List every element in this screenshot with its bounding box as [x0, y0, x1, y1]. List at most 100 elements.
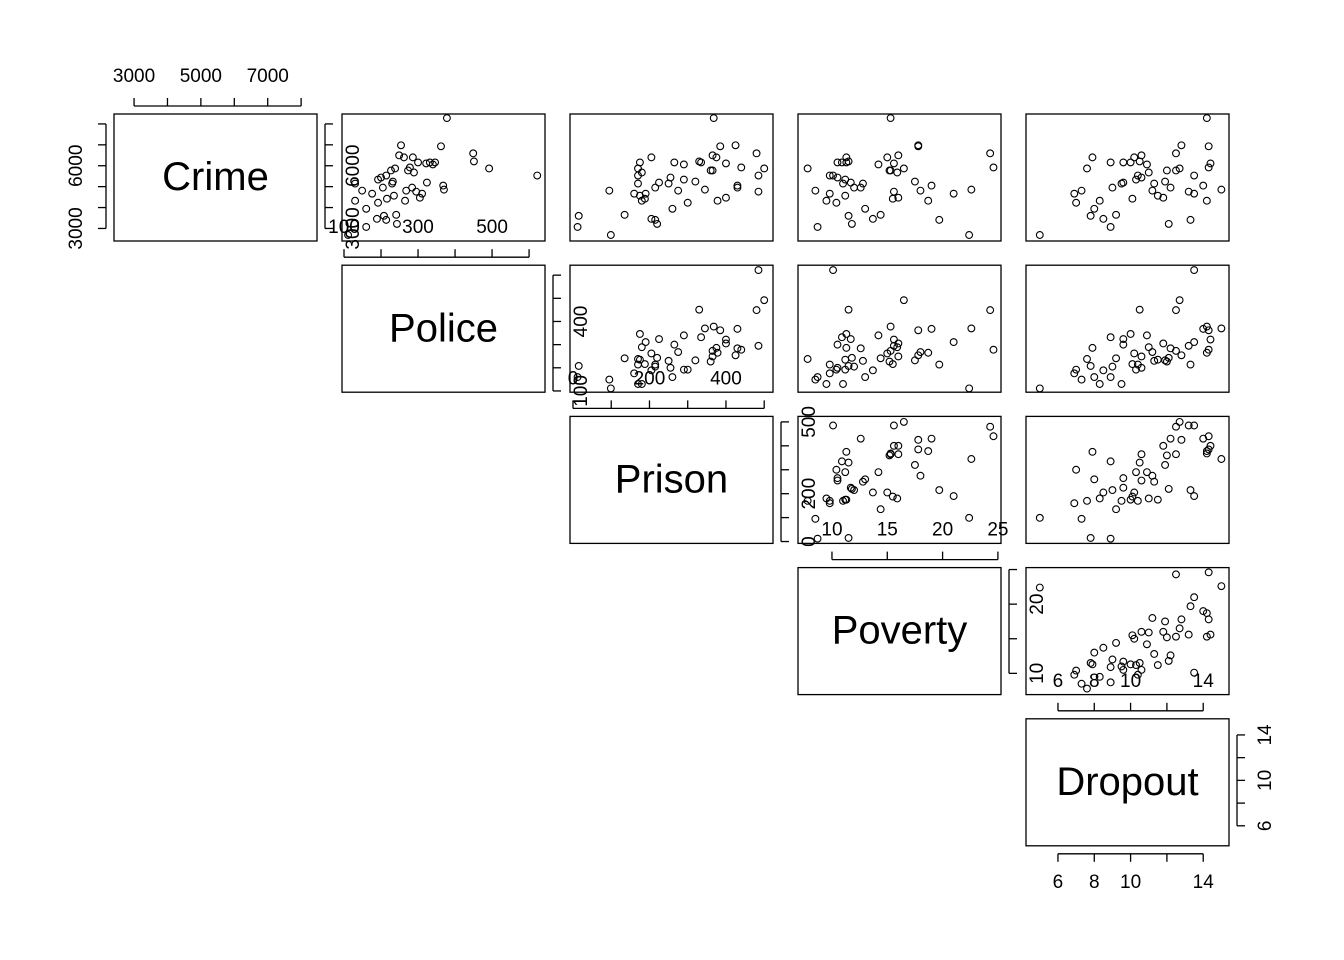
point — [1206, 335, 1215, 344]
tick-label: 8 — [1089, 872, 1100, 893]
point — [1162, 451, 1171, 460]
tick-label: 20 — [1027, 594, 1048, 615]
point — [1108, 655, 1117, 664]
tick-label: 200 — [799, 478, 820, 510]
point — [833, 363, 842, 372]
point — [1161, 617, 1170, 626]
tick-label: 500 — [799, 406, 820, 438]
point — [861, 475, 870, 484]
point — [885, 451, 894, 460]
point — [825, 499, 834, 508]
point — [1217, 324, 1226, 333]
point — [1072, 666, 1081, 675]
point — [606, 384, 615, 393]
point — [405, 163, 414, 172]
point — [1099, 488, 1108, 497]
point — [1133, 171, 1142, 180]
point — [833, 158, 842, 167]
point — [1202, 632, 1211, 641]
point — [842, 330, 851, 338]
point — [1142, 468, 1151, 477]
point — [899, 417, 908, 426]
point — [803, 164, 812, 173]
variable-label: Crime — [162, 155, 269, 199]
point — [893, 494, 902, 503]
point — [620, 210, 629, 219]
point — [935, 215, 944, 224]
tick-label: 400 — [710, 368, 742, 389]
point — [1072, 198, 1081, 207]
point — [1190, 593, 1199, 602]
point — [1159, 627, 1168, 636]
point — [825, 189, 834, 198]
point — [1199, 607, 1208, 616]
point — [1162, 633, 1171, 642]
point — [847, 484, 856, 493]
point — [1166, 651, 1175, 660]
point — [1135, 157, 1144, 166]
point — [842, 343, 851, 352]
point — [1164, 219, 1173, 228]
point — [1135, 458, 1144, 467]
tick-label: 25 — [987, 520, 1008, 541]
point — [716, 142, 725, 151]
point — [894, 441, 903, 450]
tick-label: 10 — [1027, 663, 1048, 684]
point — [697, 333, 706, 342]
tick-label: 100 — [571, 375, 592, 407]
point — [1072, 365, 1081, 374]
point — [837, 457, 846, 466]
point — [914, 435, 923, 444]
point — [679, 175, 688, 184]
point — [1130, 153, 1139, 162]
point — [351, 196, 360, 205]
point — [1119, 665, 1128, 674]
point — [1126, 660, 1135, 669]
point — [382, 215, 391, 224]
point — [754, 341, 763, 350]
point — [986, 149, 995, 158]
point — [706, 357, 715, 366]
point — [1070, 670, 1079, 679]
point — [1204, 445, 1213, 454]
point — [606, 231, 615, 239]
point — [1112, 210, 1121, 219]
point — [344, 231, 353, 239]
point — [832, 465, 841, 474]
point — [1128, 360, 1137, 369]
panel-frame — [1025, 113, 1230, 242]
point — [1190, 189, 1199, 198]
point — [442, 114, 451, 123]
point — [1117, 380, 1126, 388]
point — [924, 196, 933, 205]
point — [709, 114, 718, 123]
point — [1204, 142, 1213, 151]
point — [651, 183, 660, 192]
point — [1126, 495, 1135, 504]
point — [1202, 114, 1211, 123]
point — [889, 159, 898, 168]
point — [1186, 602, 1195, 611]
point — [1132, 468, 1140, 477]
point — [825, 496, 834, 505]
panel-frame — [797, 264, 1002, 393]
variable-label: Police — [389, 306, 498, 350]
point — [731, 351, 740, 360]
panel-frame — [341, 264, 546, 393]
point — [574, 361, 583, 370]
point — [1172, 450, 1180, 459]
point — [874, 468, 883, 477]
point — [362, 222, 371, 231]
panel-frame — [569, 264, 774, 393]
tick-label: 3000 — [113, 66, 155, 87]
point — [637, 343, 646, 352]
point — [752, 306, 761, 315]
tick-label: 6 — [1053, 872, 1064, 893]
point — [1106, 373, 1115, 382]
point — [1148, 348, 1157, 356]
variable-label: Prison — [615, 457, 728, 501]
point — [916, 348, 925, 356]
point — [844, 157, 853, 166]
point — [1108, 183, 1117, 192]
